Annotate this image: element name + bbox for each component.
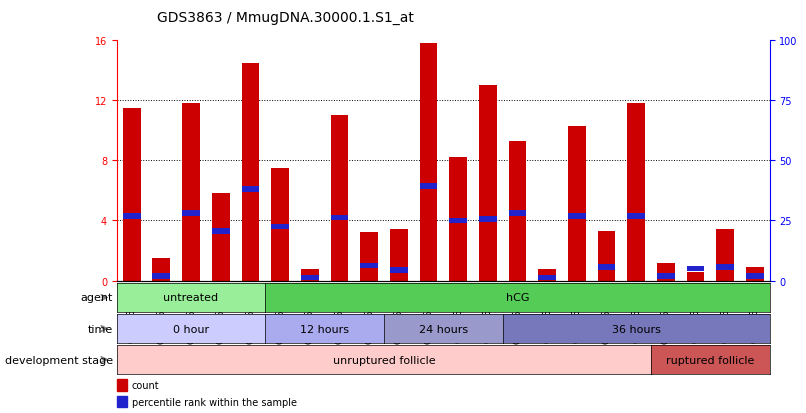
Bar bbox=[301, 269, 318, 281]
Bar bbox=[538, 269, 556, 281]
Bar bbox=[687, 266, 704, 271]
Bar bbox=[330, 116, 348, 281]
Bar bbox=[360, 263, 378, 268]
Bar bbox=[687, 272, 704, 281]
Bar bbox=[271, 224, 289, 230]
Bar bbox=[242, 64, 260, 281]
Bar bbox=[152, 259, 170, 281]
Text: development stage: development stage bbox=[5, 355, 113, 365]
Bar bbox=[420, 184, 438, 189]
Bar bbox=[717, 230, 734, 281]
Text: 0 hour: 0 hour bbox=[173, 324, 209, 334]
Bar bbox=[509, 142, 526, 281]
Bar bbox=[657, 263, 675, 281]
Bar bbox=[330, 215, 348, 221]
Bar bbox=[420, 44, 438, 281]
Bar bbox=[479, 86, 496, 281]
Text: hCG: hCG bbox=[505, 293, 530, 303]
Bar bbox=[242, 187, 260, 192]
Bar bbox=[717, 265, 734, 270]
Bar bbox=[117, 379, 127, 391]
Bar bbox=[538, 275, 556, 280]
Text: 24 hours: 24 hours bbox=[419, 324, 467, 334]
Bar bbox=[271, 169, 289, 281]
Bar bbox=[568, 214, 586, 219]
Text: unruptured follicle: unruptured follicle bbox=[333, 355, 435, 365]
Text: untreated: untreated bbox=[164, 293, 218, 303]
Bar bbox=[123, 109, 140, 281]
Text: percentile rank within the sample: percentile rank within the sample bbox=[131, 396, 297, 406]
Text: 36 hours: 36 hours bbox=[612, 324, 661, 334]
Bar bbox=[597, 231, 616, 281]
Text: ruptured follicle: ruptured follicle bbox=[667, 355, 754, 365]
Bar bbox=[123, 214, 140, 219]
Bar bbox=[449, 218, 467, 223]
Bar bbox=[568, 127, 586, 281]
Bar bbox=[152, 274, 170, 279]
Bar bbox=[182, 104, 200, 281]
Text: agent: agent bbox=[81, 293, 113, 303]
Bar bbox=[301, 275, 318, 280]
Text: 12 hours: 12 hours bbox=[300, 324, 349, 334]
Bar bbox=[182, 211, 200, 216]
Bar bbox=[627, 214, 645, 219]
Bar bbox=[746, 267, 764, 281]
Bar bbox=[360, 233, 378, 281]
Bar bbox=[746, 274, 764, 279]
Bar bbox=[509, 211, 526, 216]
Bar bbox=[390, 230, 408, 281]
Bar bbox=[657, 274, 675, 279]
Text: time: time bbox=[88, 324, 113, 334]
Bar bbox=[449, 158, 467, 281]
Bar bbox=[212, 194, 230, 281]
Bar bbox=[212, 229, 230, 234]
Bar bbox=[117, 396, 127, 407]
Bar bbox=[390, 268, 408, 273]
Text: GDS3863 / MmugDNA.30000.1.S1_at: GDS3863 / MmugDNA.30000.1.S1_at bbox=[157, 11, 414, 25]
Bar bbox=[479, 217, 496, 222]
Bar bbox=[627, 104, 645, 281]
Bar bbox=[597, 265, 616, 270]
Text: count: count bbox=[131, 380, 159, 390]
